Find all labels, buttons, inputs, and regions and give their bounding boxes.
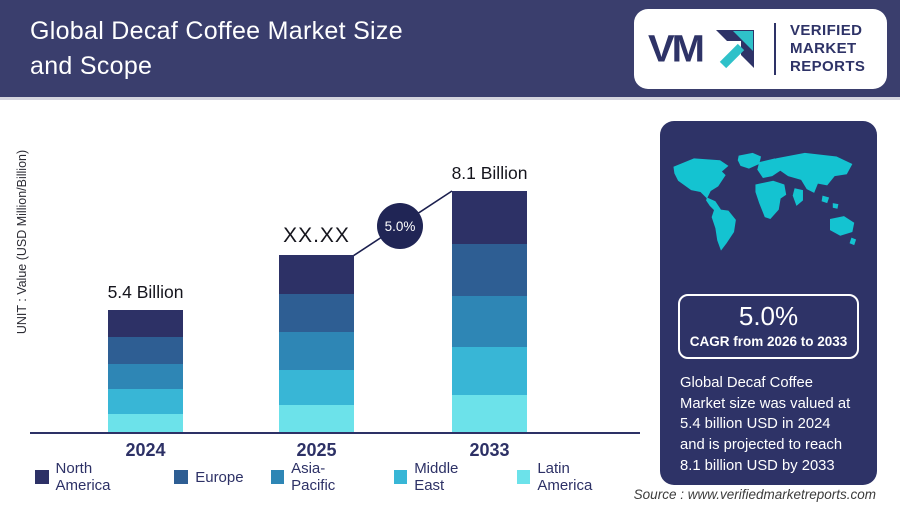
panel-description: Global Decaf Coffee Market size was valu…	[680, 374, 851, 474]
cagr-caption: CAGR from 2026 to 2033	[689, 333, 848, 349]
cagr-value: 5.0%	[738, 301, 799, 331]
x-axis-line	[30, 432, 640, 434]
legend-item-asia-pacific: Asia-Pacific	[270, 460, 367, 494]
bar-stack-2024	[108, 310, 183, 433]
header: Global Decaf Coffee Market Size and Scop…	[0, 0, 900, 100]
legend-label-europe: Europe	[195, 468, 244, 486]
bar-segment-asia-pacific	[279, 332, 354, 370]
bar-segment-middle-east	[452, 347, 527, 396]
bar-value-2025: XX.XX	[283, 224, 350, 247]
vmr-arrow-icon	[716, 30, 754, 69]
legend-label-middle-east: Middle East	[414, 460, 459, 494]
brand-logo[interactable]: VM VERIFIED MARKET REPORTS	[634, 9, 887, 89]
brand-name: VERIFIED MARKET REPORTS	[790, 22, 866, 75]
vmr-logo-letters: VM	[648, 28, 705, 70]
bar-2033: 8.1 Billion	[452, 163, 527, 433]
page-title-line1: Global Decaf Coffee Market Size	[30, 17, 403, 45]
bar-segment-north-america	[452, 191, 527, 245]
x-tick-2024: 2024	[125, 440, 166, 460]
bar-segment-europe	[108, 337, 183, 364]
bar-segment-asia-pacific	[108, 363, 183, 390]
legend-swatch-asia-pacific	[270, 470, 285, 484]
logo-divider	[774, 23, 776, 75]
cagr-box: 5.0% CAGR from 2026 to 2033	[678, 294, 859, 359]
bar-value-2033: 8.1 Billion	[451, 163, 528, 183]
legend-item-north-america: North America	[35, 460, 147, 494]
bar-2025: XX.XX	[279, 224, 354, 433]
source-attribution: Source : www.verifiedmarketreports.com	[633, 487, 876, 502]
bar-segment-latin-america	[452, 395, 527, 433]
legend: North America Europe Asia-Pacific Middle Ea…	[35, 460, 625, 494]
bar-segment-latin-america	[108, 413, 183, 433]
bar-stack-2033	[452, 191, 527, 433]
legend-swatch-europe	[174, 470, 189, 484]
legend-label-north-america: North America	[55, 460, 111, 494]
legend-item-middle-east: Middle East	[393, 460, 490, 494]
legend-item-latin-america: Latin America	[516, 460, 625, 494]
legend-item-europe: Europe	[174, 460, 244, 494]
bar-segment-north-america	[108, 310, 183, 338]
side-panel: 5.0% CAGR from 2026 to 2033 Global Decaf…	[660, 121, 877, 485]
cagr-badge: 5.0%	[377, 203, 423, 249]
bar-segment-middle-east	[108, 389, 183, 414]
bar-value-2024: 5.4 Billion	[107, 282, 184, 302]
legend-swatch-middle-east	[393, 470, 408, 484]
world-map	[660, 121, 877, 281]
bar-segment-europe	[452, 244, 527, 297]
legend-label-asia-pacific: Asia-Pacific	[291, 460, 336, 494]
bar-stack-2025	[279, 255, 354, 433]
bar-2024: 5.4 Billion	[108, 282, 183, 433]
legend-swatch-latin-america	[516, 470, 531, 484]
page-title: Global Decaf Coffee Market Size and Scop…	[30, 14, 403, 83]
legend-swatch-north-america	[35, 470, 49, 484]
x-tick-2025: 2025	[296, 440, 337, 460]
bar-segment-latin-america	[279, 405, 354, 433]
bar-segment-north-america	[279, 255, 354, 295]
x-tick-2033: 2033	[469, 440, 510, 460]
bar-segment-middle-east	[279, 369, 354, 406]
bar-segment-asia-pacific	[452, 296, 527, 348]
legend-label-latin-america: Latin America	[537, 460, 593, 494]
world-map-icon	[673, 152, 857, 251]
page-title-line2: and Scope	[30, 51, 153, 80]
bar-segment-europe	[279, 294, 354, 333]
y-axis-label: UNIT : Value (USD Million/Billion)	[15, 149, 29, 335]
